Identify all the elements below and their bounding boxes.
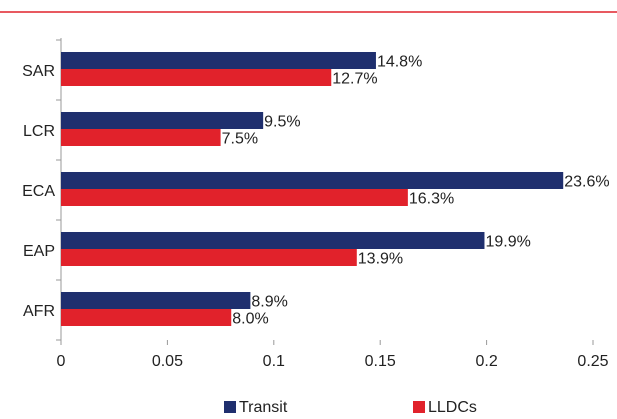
y-tick-label: EAP: [23, 243, 55, 260]
bar: [61, 69, 332, 86]
y-tick-label: AFR: [23, 303, 55, 320]
data-label: 7.5%: [222, 130, 258, 147]
data-label: 19.9%: [485, 233, 530, 250]
bar: [61, 292, 251, 309]
bar: [61, 172, 564, 189]
legend-label: Transit: [239, 399, 288, 416]
bar: [61, 189, 408, 206]
data-label: 16.3%: [409, 190, 454, 207]
legend-swatch: [413, 401, 425, 413]
data-label: 9.5%: [264, 113, 300, 130]
x-tick-label: 0.25: [577, 353, 608, 370]
bar: [61, 129, 221, 146]
bar: [61, 112, 264, 129]
y-tick-label: LCR: [23, 123, 55, 140]
bar: [61, 249, 357, 266]
data-label: 8.0%: [232, 310, 268, 327]
legend-swatch: [224, 401, 236, 413]
legend-label: LLDCs: [428, 399, 477, 416]
data-label: 13.9%: [358, 250, 403, 267]
bar: [61, 309, 232, 326]
x-tick-label: 0.05: [152, 353, 183, 370]
bar: [61, 52, 376, 69]
y-tick-label: SAR: [22, 63, 55, 80]
bar: [61, 232, 485, 249]
x-tick-label: 0.15: [365, 353, 396, 370]
data-label: 12.7%: [332, 70, 377, 87]
x-tick-label: 0: [57, 353, 66, 370]
y-tick-label: ECA: [22, 183, 55, 200]
x-tick-label: 0.2: [475, 353, 497, 370]
data-label: 8.9%: [251, 293, 287, 310]
data-label: 23.6%: [564, 173, 609, 190]
x-tick-label: 0.1: [263, 353, 285, 370]
data-label: 14.8%: [377, 53, 422, 70]
